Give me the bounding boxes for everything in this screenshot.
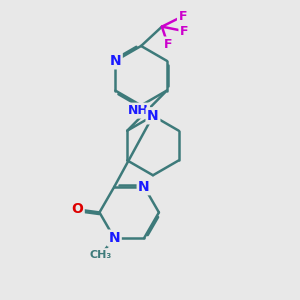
Text: F: F (180, 25, 188, 38)
Text: N: N (110, 54, 121, 68)
Text: O: O (71, 202, 83, 216)
Text: CH₃: CH₃ (90, 250, 112, 260)
Text: N: N (147, 109, 159, 123)
Text: F: F (164, 38, 172, 51)
Text: F: F (178, 10, 187, 23)
Text: N: N (138, 180, 150, 194)
Text: N: N (109, 231, 120, 245)
Text: NH: NH (128, 104, 148, 117)
